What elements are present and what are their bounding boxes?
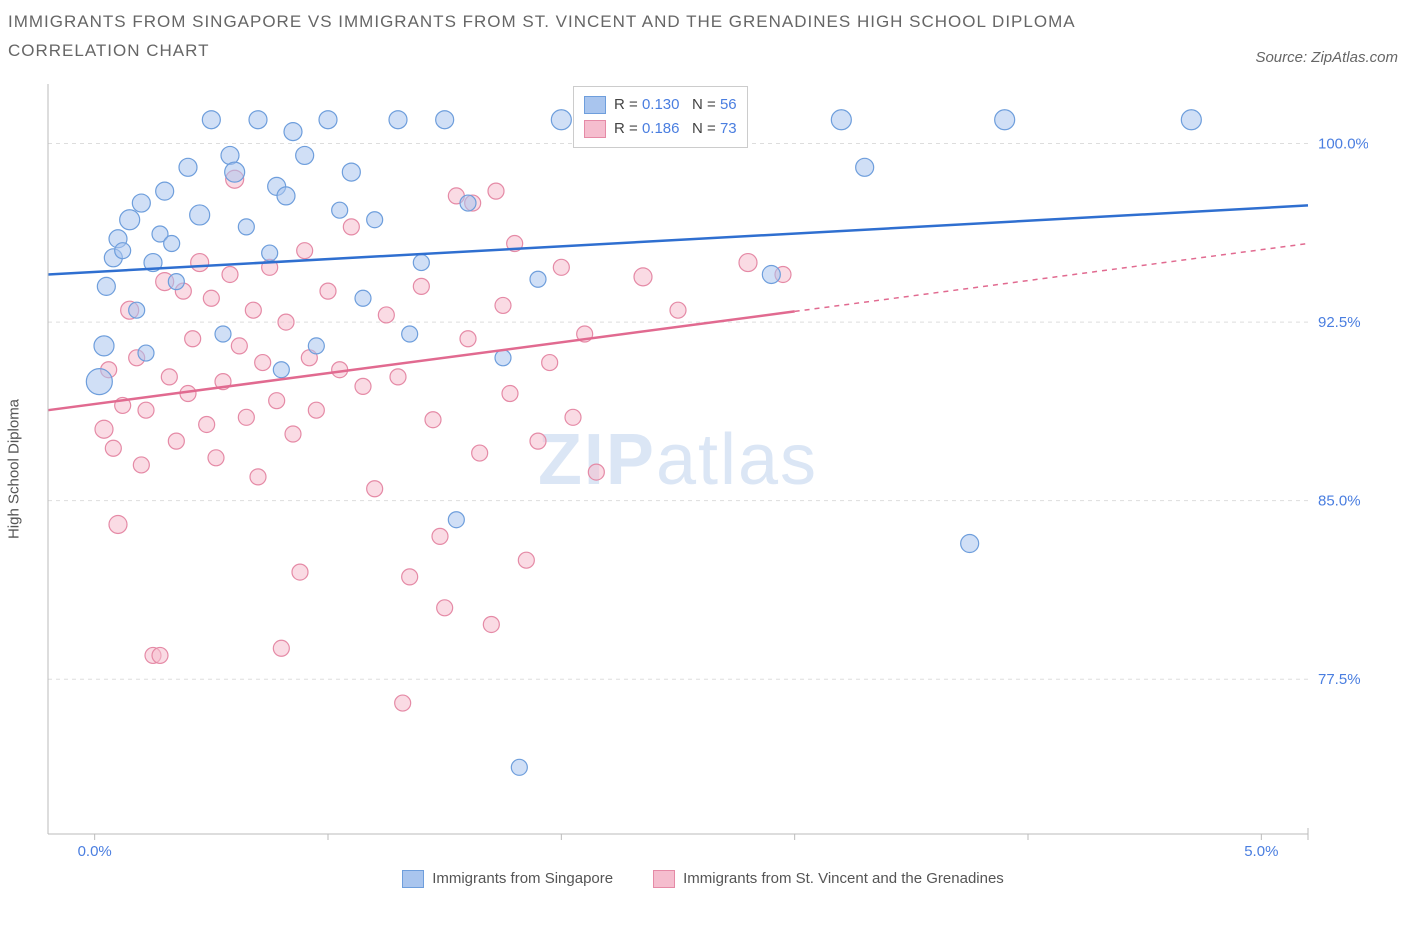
svg-text:ZIPatlas: ZIPatlas <box>538 420 818 500</box>
svg-text:77.5%: 77.5% <box>1318 671 1361 688</box>
svg-text:0.0%: 0.0% <box>78 843 112 860</box>
scatter-chart: 100.0% 92.5% 85.0% 77.5% ZIPatlas 0.0% 5.0% <box>8 74 1368 864</box>
legend-item-b: Immigrants from St. Vincent and the Gren… <box>653 870 1004 888</box>
header-row: IMMIGRANTS FROM SINGAPORE VS IMMIGRANTS … <box>8 8 1398 66</box>
legend-label-a: Immigrants from Singapore <box>432 870 613 887</box>
title-line-1: IMMIGRANTS FROM SINGAPORE VS IMMIGRANTS … <box>8 12 1076 31</box>
stats-legend: R = 0.130 N = 56R = 0.186 N = 73 <box>573 86 748 148</box>
swatch-a <box>402 870 424 888</box>
svg-text:5.0%: 5.0% <box>1244 843 1278 860</box>
chart-title: IMMIGRANTS FROM SINGAPORE VS IMMIGRANTS … <box>8 8 1076 66</box>
title-line-2: CORRELATION CHART <box>8 41 210 60</box>
legend-item-a: Immigrants from Singapore <box>402 870 613 888</box>
svg-text:85.0%: 85.0% <box>1318 492 1361 509</box>
svg-text:100.0%: 100.0% <box>1318 135 1368 152</box>
legend-label-b: Immigrants from St. Vincent and the Gren… <box>683 870 1004 887</box>
y-axis-label: High School Diploma <box>6 399 23 539</box>
source-label: Source: ZipAtlas.com <box>1255 49 1398 66</box>
swatch-b <box>653 870 675 888</box>
svg-text:92.5%: 92.5% <box>1318 314 1361 331</box>
series-legend: Immigrants from Singapore Immigrants fro… <box>8 870 1398 888</box>
chart-container: High School Diploma 100.0% 92.5% 85.0% 77.5… <box>8 74 1398 864</box>
